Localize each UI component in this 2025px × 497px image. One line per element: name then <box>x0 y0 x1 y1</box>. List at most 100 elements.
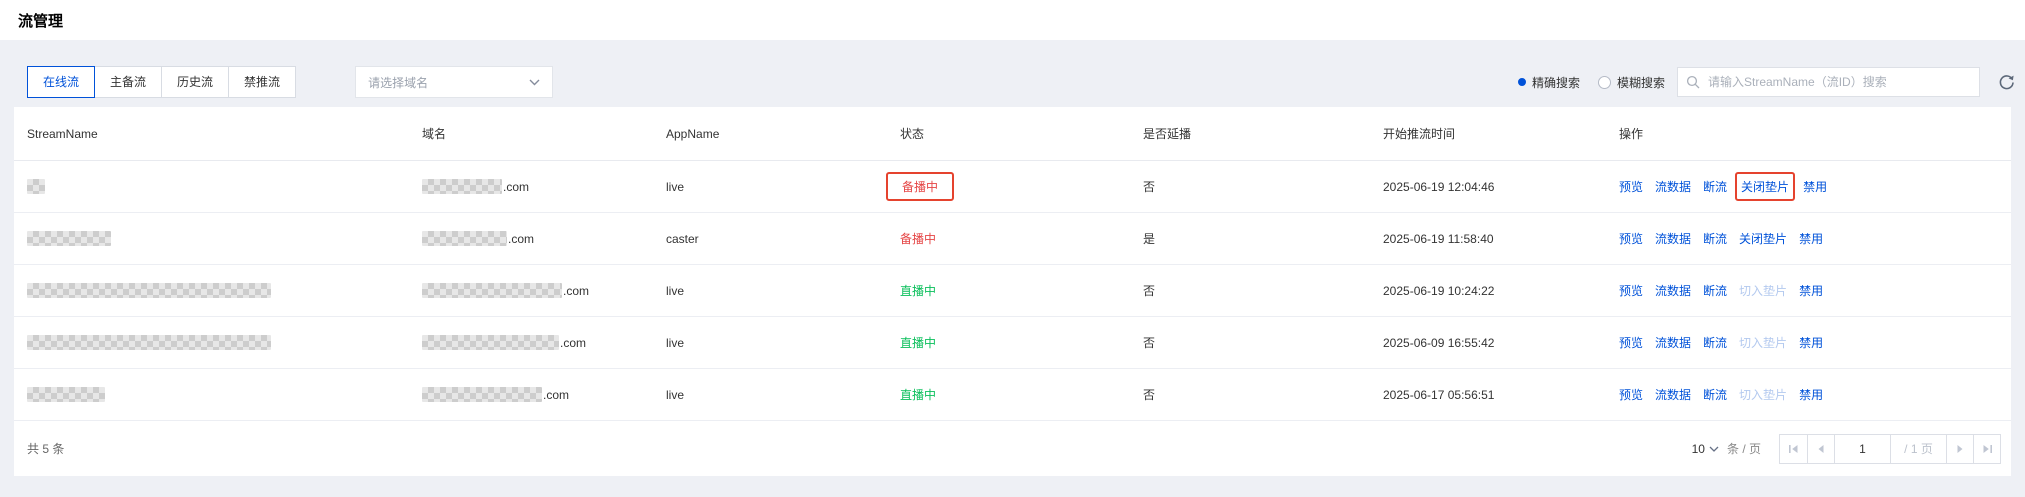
disable-link[interactable]: 禁用 <box>1799 232 1824 246</box>
push-start-time: 2025-06-19 12:04:46 <box>1383 179 1495 194</box>
search-mode-radios: 精确搜索 模糊搜索 <box>1500 74 1665 91</box>
page-size-value: 10 <box>1691 441 1705 456</box>
chevron-down-icon <box>1709 446 1719 452</box>
stream-data-link[interactable]: 流数据 <box>1655 388 1692 402</box>
delay-value: 否 <box>1143 388 1156 402</box>
close-pad-link[interactable]: 关闭垫片 <box>1739 232 1788 246</box>
disable-link[interactable]: 禁用 <box>1799 336 1824 350</box>
radio-fuzzy-label: 模糊搜索 <box>1616 75 1665 90</box>
pagination: 10 条 / 页 <box>1692 433 2001 464</box>
preview-link[interactable]: 预览 <box>1619 180 1644 194</box>
domain-suffix: .com <box>508 231 535 246</box>
toolbar: 在线流 主备流 历史流 禁推流 请选择域名 精确搜索 模糊搜索 <box>27 66 2017 98</box>
total-pages-label: / 1 页 <box>1890 434 1946 463</box>
appname-value: live <box>666 387 685 402</box>
preview-link[interactable]: 预览 <box>1619 336 1644 350</box>
row-actions: 预览 流数据 断流 关闭垫片 禁用 <box>1619 230 1998 247</box>
next-page-icon <box>1957 444 1963 453</box>
stream-data-link[interactable]: 流数据 <box>1655 284 1692 298</box>
stream-data-link[interactable]: 流数据 <box>1655 336 1692 350</box>
redacted-stream-name <box>27 283 271 298</box>
first-page-button[interactable] <box>1780 435 1807 463</box>
radio-selected-icon <box>1517 78 1526 86</box>
status-badge: 备播中 <box>902 180 939 194</box>
redacted-domain <box>422 179 502 194</box>
next-page-button[interactable] <box>1946 434 1973 463</box>
preview-link[interactable]: 预览 <box>1619 284 1644 298</box>
status-badge: 备播中 <box>900 232 937 246</box>
redacted-domain <box>422 231 507 246</box>
table-row: .com caster 备播中 是 2025-06-19 11:58:40 预览… <box>14 213 2011 265</box>
table-header-row: StreamName 域名 AppName 状态 是否延播 开始推流时间 操作 <box>14 107 2011 161</box>
insert-pad-link: 切入垫片 <box>1739 284 1788 298</box>
tab-forbidden-stream[interactable]: 禁推流 <box>228 66 297 98</box>
current-page-field <box>1834 434 1890 463</box>
last-page-icon <box>1983 444 1992 453</box>
col-header-actions: 操作 <box>1619 127 1644 141</box>
row-actions: 预览 流数据 断流 切入垫片 禁用 <box>1619 334 1998 351</box>
refresh-button[interactable] <box>1995 71 2017 93</box>
stream-search-input[interactable] <box>1706 74 1971 90</box>
col-header-status: 状态 <box>900 127 925 141</box>
radio-fuzzy-search[interactable]: 模糊搜索 <box>1597 74 1665 91</box>
tab-history-stream[interactable]: 历史流 <box>161 66 230 98</box>
delay-value: 否 <box>1143 284 1156 298</box>
insert-pad-link: 切入垫片 <box>1739 388 1788 402</box>
cut-stream-link[interactable]: 断流 <box>1703 284 1728 298</box>
preview-link[interactable]: 预览 <box>1619 388 1644 402</box>
col-header-delay: 是否延播 <box>1143 127 1192 141</box>
stream-search-box <box>1677 67 1980 97</box>
prev-page-button[interactable] <box>1807 434 1834 463</box>
tab-online-stream[interactable]: 在线流 <box>27 66 96 98</box>
disable-link[interactable]: 禁用 <box>1799 284 1824 298</box>
insert-pad-link: 切入垫片 <box>1739 336 1788 350</box>
row-actions: 预览 流数据 断流 切入垫片 禁用 <box>1619 386 1998 403</box>
row-actions: 预览 流数据 断流 关闭垫片 禁用 <box>1619 172 1998 201</box>
last-page-button[interactable] <box>1973 434 2000 463</box>
current-page-input[interactable] <box>1835 434 1890 463</box>
cut-stream-link[interactable]: 断流 <box>1703 336 1728 350</box>
annotation-box: 关闭垫片 <box>1735 172 1796 201</box>
status-badge: 直播中 <box>900 336 937 350</box>
push-start-time: 2025-06-17 05:56:51 <box>1383 387 1495 402</box>
cut-stream-link[interactable]: 断流 <box>1703 180 1728 194</box>
search-icon <box>1686 75 1700 89</box>
appname-value: live <box>666 283 685 298</box>
cut-stream-link[interactable]: 断流 <box>1703 232 1728 246</box>
table-footer: 共 5 条 10 条 / 页 <box>14 421 2011 476</box>
col-header-streamname: StreamName <box>27 126 98 141</box>
redacted-stream-name <box>27 387 105 402</box>
redacted-domain <box>422 387 542 402</box>
close-pad-link[interactable]: 关闭垫片 <box>1735 172 1796 201</box>
col-header-domain: 域名 <box>422 127 447 141</box>
page-size-unit: 条 / 页 <box>1726 442 1761 456</box>
page-title: 流管理 <box>18 12 64 30</box>
redacted-stream-name <box>27 335 271 350</box>
cut-stream-link[interactable]: 断流 <box>1703 388 1728 402</box>
first-page-icon <box>1789 444 1798 453</box>
top-bar: 流管理 <box>0 0 2025 40</box>
row-actions: 预览 流数据 断流 切入垫片 禁用 <box>1619 282 1998 299</box>
preview-link[interactable]: 预览 <box>1619 232 1644 246</box>
table-row: .com live 直播中 否 2025-06-09 16:55:42 预览 流… <box>14 317 2011 369</box>
push-start-time: 2025-06-09 16:55:42 <box>1383 335 1495 350</box>
stream-type-tabs: 在线流 主备流 历史流 禁推流 <box>27 66 297 98</box>
col-header-push-start-time: 开始推流时间 <box>1383 127 1456 141</box>
stream-data-link[interactable]: 流数据 <box>1655 232 1692 246</box>
redacted-stream-name <box>27 179 45 194</box>
domain-select[interactable]: 请选择域名 <box>355 66 554 98</box>
disable-link[interactable]: 禁用 <box>1799 388 1824 402</box>
pagination-controls: / 1 页 <box>1779 433 2001 464</box>
radio-exact-search[interactable]: 精确搜索 <box>1517 74 1580 91</box>
stream-data-link[interactable]: 流数据 <box>1655 180 1692 194</box>
page-size-select[interactable]: 10 条 / 页 <box>1692 440 1761 457</box>
page-bottom-gutter <box>0 476 2025 493</box>
radio-exact-label: 精确搜索 <box>1531 75 1580 90</box>
domain-suffix: .com <box>503 179 530 194</box>
disable-link[interactable]: 禁用 <box>1803 180 1828 194</box>
radio-unselected-icon <box>1597 75 1611 89</box>
chevron-down-icon <box>529 79 540 85</box>
appname-value: live <box>666 335 685 350</box>
status-badge: 直播中 <box>900 284 937 298</box>
tab-primary-backup-stream[interactable]: 主备流 <box>94 66 163 98</box>
